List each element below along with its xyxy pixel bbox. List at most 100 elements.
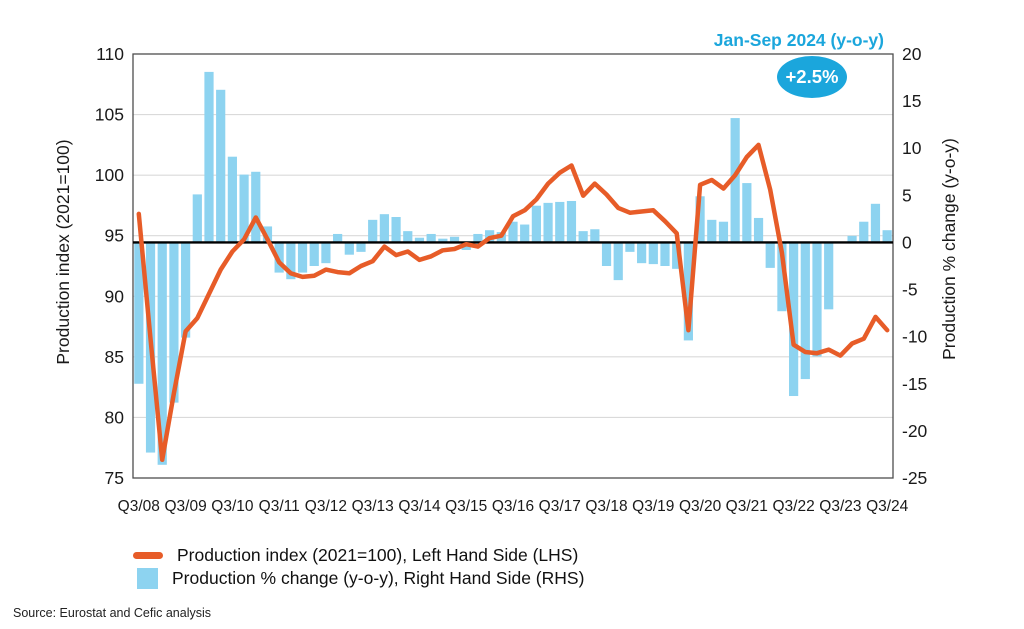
x-tick-label: Q3/16 — [492, 498, 534, 515]
line-series-swatch — [133, 552, 163, 559]
bar — [134, 242, 144, 384]
right-axis-title: Production % change (y-o-y) — [939, 138, 959, 360]
bar — [578, 231, 588, 243]
left-tick-label: 105 — [95, 105, 124, 125]
x-tick-label: Q3/20 — [679, 498, 722, 515]
bar — [333, 233, 343, 243]
bar — [204, 71, 214, 243]
x-tick-label: Q3/17 — [539, 498, 581, 515]
bar — [239, 174, 249, 243]
bar — [181, 242, 191, 338]
bar — [531, 205, 541, 243]
bar — [870, 203, 881, 243]
x-tick-label: Q3/14 — [398, 498, 441, 515]
right-tick-label: -10 — [902, 327, 928, 347]
bar — [216, 89, 226, 243]
bar — [800, 242, 810, 380]
bar — [262, 226, 273, 243]
x-tick-label: Q3/23 — [819, 498, 861, 515]
x-tick-label: Q3/13 — [352, 498, 394, 515]
bar — [426, 233, 436, 243]
x-tick-label: Q3/19 — [632, 498, 674, 515]
bar — [169, 242, 179, 403]
left-tick-label: 75 — [105, 468, 124, 488]
bar — [847, 235, 857, 243]
bar — [718, 221, 729, 243]
x-tick-label: Q3/09 — [164, 498, 206, 515]
right-tick-label: -25 — [902, 468, 927, 488]
bar-series — [134, 71, 892, 465]
bar-series-swatch — [137, 568, 158, 589]
bar — [672, 242, 682, 269]
bar — [660, 242, 670, 266]
bar — [157, 242, 167, 465]
left-axis-tick-labels: 110 105 100 95 90 85 80 75 — [95, 44, 124, 488]
bar — [590, 229, 600, 243]
left-tick-label: 95 — [105, 226, 124, 246]
bar — [765, 242, 775, 268]
bar — [730, 118, 740, 243]
bar — [637, 242, 647, 264]
legend-item-bar: Production % change (y-o-y), Right Hand … — [133, 567, 584, 590]
legend-item-line: Production index (2021=100), Left Hand S… — [133, 544, 578, 567]
bar — [543, 202, 553, 243]
bar — [473, 233, 483, 243]
left-tick-label: 85 — [105, 347, 124, 367]
bar — [520, 224, 530, 243]
bar — [321, 242, 331, 264]
bar — [309, 242, 319, 266]
x-axis-tick-labels: Q3/08 Q3/09 Q3/10 Q3/11 Q3/12 Q3/13 Q3/14 Q3/15… — [118, 498, 909, 515]
bar — [344, 242, 354, 255]
bar — [753, 217, 764, 243]
x-tick-label: Q3/12 — [305, 498, 347, 515]
left-tick-label: 100 — [95, 165, 124, 185]
bar — [882, 230, 892, 243]
bar — [683, 242, 693, 341]
bar — [789, 242, 799, 397]
right-tick-label: -5 — [902, 280, 918, 300]
bar — [227, 156, 237, 243]
line-series-label: Production index (2021=100), Left Hand S… — [177, 545, 579, 565]
bar — [356, 242, 366, 252]
bar — [566, 200, 577, 243]
bar — [251, 171, 261, 243]
right-tick-label: 5 — [902, 185, 912, 205]
x-tick-label: Q3/21 — [726, 498, 768, 515]
bar — [812, 242, 822, 357]
x-tick-label: Q3/18 — [585, 498, 627, 515]
bar — [438, 238, 448, 243]
bar — [391, 217, 401, 243]
left-tick-label: 110 — [96, 44, 124, 64]
annotation-value-badge: +2.5% — [777, 56, 847, 98]
bar — [508, 221, 518, 243]
right-tick-label: 10 — [902, 138, 922, 158]
bar — [613, 242, 623, 281]
left-tick-label: 80 — [105, 407, 125, 427]
right-tick-label: -20 — [902, 421, 928, 441]
right-tick-label: 15 — [902, 91, 921, 111]
x-tick-label: Q3/08 — [118, 498, 160, 515]
bar — [777, 242, 787, 312]
bar — [824, 242, 834, 310]
bar — [403, 231, 413, 243]
right-tick-label: -15 — [902, 374, 927, 394]
x-tick-label: Q3/10 — [211, 498, 254, 515]
bar — [286, 242, 296, 280]
bar — [414, 237, 425, 243]
bar — [192, 194, 202, 243]
bar — [555, 201, 565, 243]
bar — [648, 242, 658, 265]
right-tick-label: 20 — [902, 44, 922, 64]
bar — [297, 242, 308, 273]
bar — [707, 219, 717, 243]
bar — [695, 196, 705, 243]
x-tick-label: Q3/15 — [445, 498, 487, 515]
bar — [625, 242, 635, 252]
bar — [742, 183, 752, 243]
plot-frame — [132, 53, 894, 479]
source-note: Source: Eurostat and Cefic analysis — [13, 606, 212, 620]
bar — [379, 214, 389, 243]
right-axis-tick-labels: 20 15 10 5 0 -5 -10 -15 -20 -25 — [902, 44, 928, 488]
x-tick-label: Q3/22 — [772, 498, 814, 515]
